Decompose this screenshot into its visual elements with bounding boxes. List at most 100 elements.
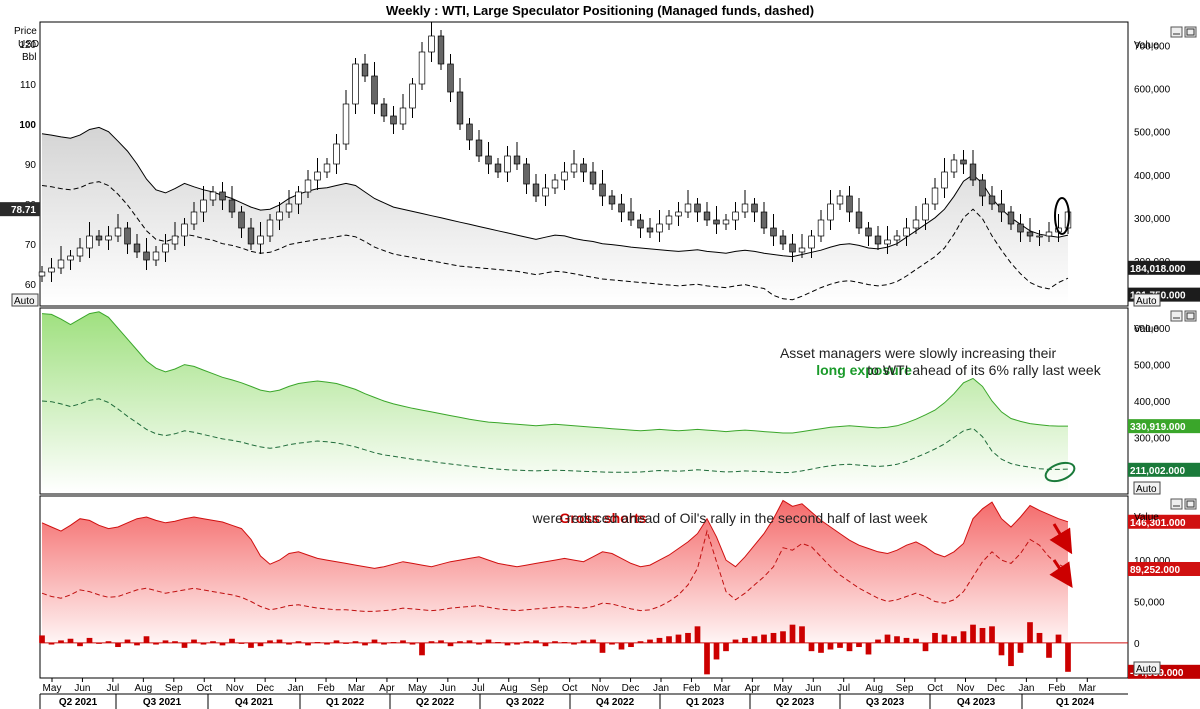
price-managed-longs-line [41,181,1069,301]
net-change-bar [713,642,720,660]
shorts-panel-minimize-button[interactable] [1170,498,1183,510]
price-y-tick-label: 110 [20,80,36,91]
price-auto-button[interactable]: Auto [11,293,39,307]
net-change-bar [314,642,321,644]
price-panel-maximize-button[interactable] [1184,26,1197,38]
net-change-bar [485,639,492,643]
net-change-bar [229,638,235,643]
net-change-bar [286,642,292,645]
price-candle [513,155,521,165]
net-change-bar [1027,622,1033,643]
net-change-bar [409,642,416,645]
net-change-bar [770,632,777,643]
price-candle [656,223,663,233]
month-tick-label: Dec [622,683,640,694]
price-candle [865,227,872,237]
price-candle [67,255,74,261]
net-change-bar [846,642,853,652]
net-change-bar [428,641,435,643]
net-change-bar [628,642,634,648]
longs-panel-minimize-button[interactable] [1170,310,1183,322]
price-candle [399,107,407,125]
quarter-label: Q3 2023 [866,697,905,708]
price-candle [846,195,853,213]
month-tick-label: Jun [805,683,821,694]
net-change-bar [903,637,910,643]
quarter-label: Q3 2022 [506,697,545,708]
shorts-annotation-rest: were reduced ahead of Oil's rally in the… [532,510,929,526]
month-tick-label: Jun [440,683,456,694]
price-right-auto-button[interactable]: Auto [1133,293,1161,307]
longs-annotation-rest: to WTI ahead of its 6% rally last week [867,362,1101,378]
net-change-bar [723,642,729,652]
price-candle [76,247,84,257]
shorts-value-label: 146,301.000 [1130,518,1186,529]
price-candle [599,183,606,197]
price-auto-label: Auto [14,296,35,307]
price-candle [969,163,977,181]
price-candle [979,179,986,197]
month-tick-label: Oct [927,683,943,694]
price-candle [903,227,910,237]
price-candle [665,215,673,225]
net-change-bar [1017,642,1024,653]
price-candle [352,63,359,105]
month-tick-label: Aug [865,683,883,694]
price-candle [133,243,141,253]
price-right-tick-label: 300,000 [1134,214,1171,225]
price-candle [371,75,378,105]
price-candle [190,211,198,225]
price-candle [542,187,549,197]
price-candle [38,271,46,277]
longs-annotation-line1: Asset managers were slowly increasing th… [780,345,1057,361]
net-change-bar [105,641,112,643]
net-change-bar [276,639,283,643]
price-panel-minimize-button[interactable] [1170,26,1183,38]
month-tick-label: Apr [745,683,761,694]
price-candle [770,227,777,237]
price-candle [789,243,796,253]
price-candle [238,211,245,229]
price-candle [114,227,122,237]
net-change-bar [884,634,891,643]
net-change-bar [818,642,824,653]
longs-highlight-circle [1044,461,1076,483]
price-candle [931,187,939,205]
longs-panel-maximize-button[interactable] [1184,310,1197,322]
price-candle [247,227,255,245]
net-change-bar [552,641,558,643]
net-change-bar [124,639,131,643]
price-candle [922,203,929,221]
net-change-bar [219,642,226,646]
net-change-bar [238,642,245,644]
price-y-tick-label: 100 [19,120,36,131]
price-candle [751,203,758,213]
longs-panel-frame [39,307,1129,495]
shorts-right-tick-label: 100,000 [1134,556,1171,567]
longs-right-tick-label: 300,000 [1134,433,1171,444]
price-candle [105,235,112,241]
price-candle [219,191,226,201]
price-candle [1036,235,1043,238]
month-tick-label: Jun [74,683,90,694]
month-tick-label: Mar [348,683,366,694]
managed-longs-line [41,398,1069,474]
longs-auto-button[interactable]: Auto [1133,481,1161,495]
shorts-auto-button[interactable]: Auto [1133,661,1161,675]
price-candle [1007,211,1015,225]
x-axis: May Jun Jul Aug Sep Oct Nov Dec Jan Feb Mar Apr May J… [39,678,1128,709]
net-change-bar [666,636,672,643]
last-price-label: 78.71 [11,205,36,216]
shorts-value-box [1128,514,1200,529]
month-tick-label: Feb [317,683,335,694]
price-candle [494,163,502,173]
price-value-box [1128,260,1200,275]
price-candle [960,159,967,165]
price-candle [48,267,55,273]
shorts-right-tick-label: 0 [1134,639,1140,650]
managed-shorts-line [41,529,1069,612]
shorts-panel-maximize-button[interactable] [1184,498,1197,510]
price-y-tick-label: 70 [25,240,37,251]
month-tick-label: Jul [472,683,485,694]
longs-area [42,311,1068,492]
